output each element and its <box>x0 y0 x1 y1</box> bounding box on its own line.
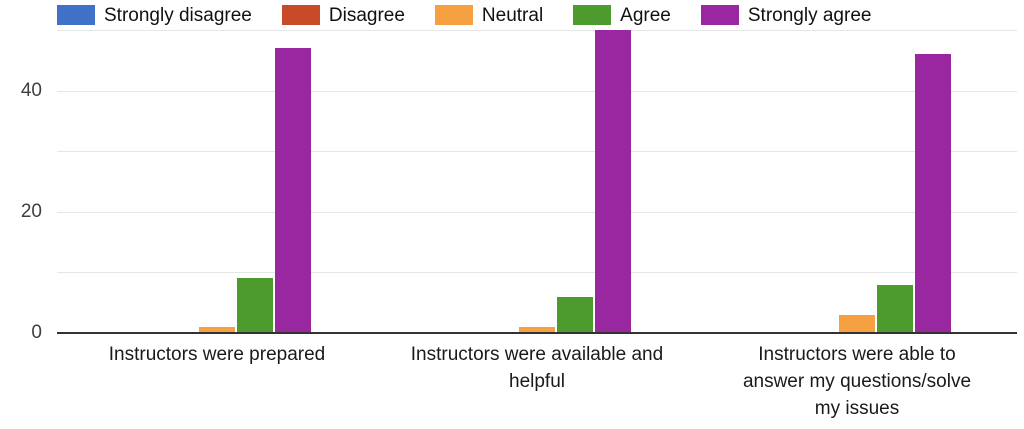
bar-agree <box>877 284 913 333</box>
legend-swatch-icon <box>281 5 320 25</box>
bar-strongly-agree <box>915 54 951 333</box>
legend-label: Strongly disagree <box>104 4 252 26</box>
x-axis-line <box>57 332 1017 334</box>
bar-neutral <box>519 326 555 333</box>
legend-swatch-icon <box>434 5 473 25</box>
bar-strongly-agree <box>595 30 631 333</box>
plot-area <box>57 30 1017 334</box>
legend-swatch-icon <box>573 5 612 25</box>
gridline-20 <box>57 211 1017 213</box>
gridline-10 <box>57 272 1017 274</box>
bar-strongly-agree <box>275 48 311 333</box>
bar-agree <box>557 296 593 333</box>
legend-item-agree: Agree <box>573 5 671 25</box>
y-tick-label-40: 40 <box>20 79 42 101</box>
legend-label: Disagree <box>328 4 405 26</box>
bar-group-1 <box>123 48 311 333</box>
bar-agree <box>237 278 273 333</box>
bar-neutral <box>199 326 235 333</box>
y-tick-label-0: 0 <box>31 322 42 343</box>
y-tick-label-20: 20 <box>20 200 42 222</box>
legend-swatch-icon <box>57 5 95 25</box>
legend-label: Agree <box>620 4 671 26</box>
legend-item-strongly-agree: Strongly agree <box>700 4 872 26</box>
gridline-40 <box>57 90 1017 92</box>
category-label-1: Instructors were prepared <box>108 344 326 365</box>
bar-group-3 <box>763 54 951 333</box>
legend-item-strongly-disagree: Strongly disagree <box>57 5 252 25</box>
legend-swatch-icon <box>700 5 739 25</box>
chart-legend: Strongly disagree Disagree Neutral Agree Str… <box>0 0 1024 30</box>
gridline-30 <box>57 151 1017 153</box>
legend-label: Strongly agree <box>747 4 872 26</box>
legend-item-disagree: Disagree <box>281 4 405 26</box>
bar-neutral <box>839 314 875 333</box>
legend-label: Neutral <box>481 4 544 26</box>
legend-item-neutral: Neutral <box>434 4 544 26</box>
category-label-3: Instructors were able to answer my quest… <box>742 344 972 419</box>
bar-group-2 <box>443 30 631 333</box>
category-label-2: Instructors were available and helpful <box>410 344 664 392</box>
gridline-50 <box>57 30 1017 31</box>
